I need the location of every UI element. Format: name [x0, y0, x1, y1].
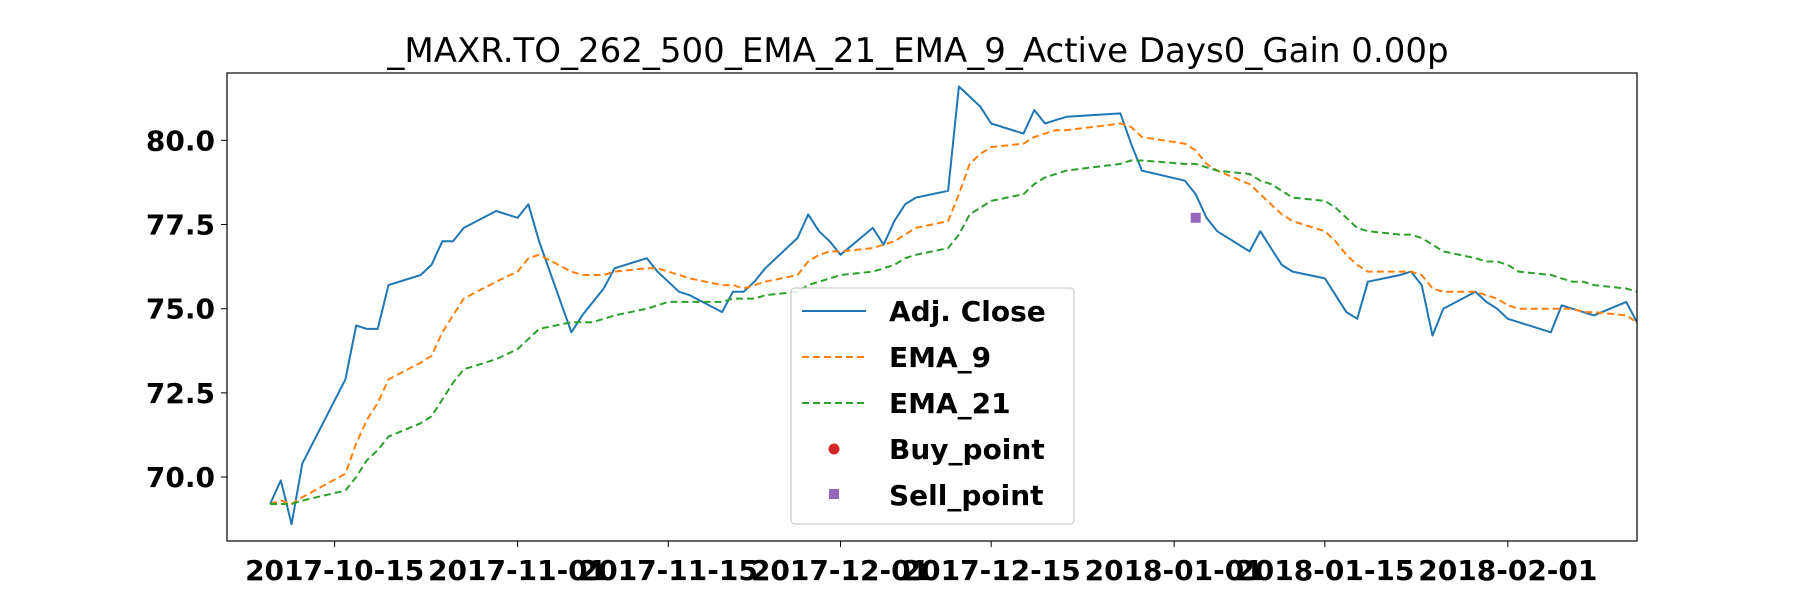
series-line-adj-close: [269, 85, 1637, 526]
legend-marker-buy-point: [828, 443, 840, 455]
x-tick-label: 2017-10-15: [245, 554, 424, 587]
marker-layer: [1190, 212, 1201, 223]
legend-label-adj-close: Adj. Close: [889, 295, 1046, 328]
y-tick-label: 70.0: [146, 461, 215, 494]
legend-label-ema-9: EMA_9: [889, 341, 991, 374]
sell-point-marker: [1190, 212, 1201, 223]
legend-label-ema-21: EMA_21: [889, 387, 1011, 420]
series-line-ema-21: [270, 159, 1637, 505]
y-tick-label: 72.5: [146, 377, 215, 410]
x-tick-label: 2018-02-01: [1418, 554, 1597, 587]
y-tick-label: 80.0: [146, 124, 215, 157]
series-layer: [269, 85, 1637, 526]
x-axis: 2017-10-15 2017-11-012017-11-152017-12-01…: [245, 541, 1597, 587]
x-tick-label: 2017-12-01: [751, 554, 930, 587]
y-tick-label: 77.5: [146, 209, 215, 242]
x-tick-label: 2017-12-15: [902, 554, 1081, 587]
x-tick-label: 2018-01-01: [1085, 554, 1264, 587]
legend-label-buy-point: Buy_point: [889, 433, 1045, 466]
y-axis: 70.0 72.5 75.0 77.5 80.0: [146, 124, 227, 494]
y-tick-label: 75.0: [146, 293, 215, 326]
chart-title: _MAXR.TO_262_500_EMA_21_EMA_9_Active Day…: [386, 31, 1448, 71]
plot-frame: [226, 72, 1638, 542]
plot-area: [226, 72, 1638, 542]
legend-marker-sell-point: [829, 489, 839, 499]
x-tick-label: 2017-11-01: [428, 554, 607, 587]
series-line-ema-9: [269, 122, 1637, 505]
legend-label-sell-point: Sell_point: [889, 479, 1044, 512]
x-tick-label: 2018-01-15: [1235, 554, 1414, 587]
legend: Adj. Close EMA_9 EMA_21 Buy_point Sell_p…: [790, 287, 1075, 525]
legend-frame: [790, 287, 1075, 525]
x-tick-label: 2017-11-15: [579, 554, 758, 587]
